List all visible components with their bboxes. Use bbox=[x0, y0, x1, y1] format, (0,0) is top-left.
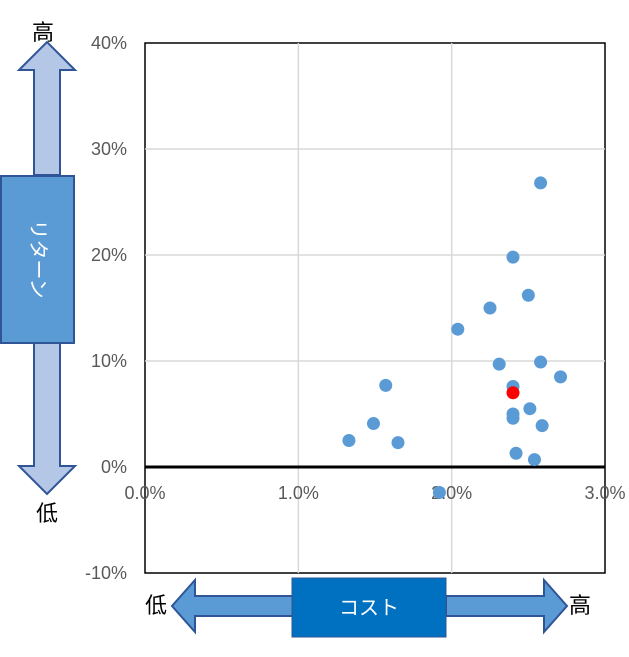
data-point bbox=[432, 485, 446, 499]
y-tick-labels: -10% 0% 10% 20% 30% 40% bbox=[85, 33, 127, 583]
data-point bbox=[523, 402, 537, 416]
right-arrow-icon bbox=[445, 577, 569, 635]
return-label: リターン bbox=[27, 220, 51, 299]
y-tick-label: -10% bbox=[85, 563, 127, 583]
data-point bbox=[483, 301, 497, 315]
data-points bbox=[342, 176, 568, 499]
return-high-label: 高 bbox=[32, 21, 54, 46]
data-point bbox=[535, 419, 549, 433]
data-point bbox=[506, 411, 520, 425]
x-tick-label: 0.0% bbox=[124, 483, 165, 503]
cost-low-label: 低 bbox=[145, 594, 167, 619]
data-point bbox=[506, 250, 520, 264]
data-point bbox=[534, 355, 548, 369]
data-point bbox=[451, 322, 465, 336]
plot-area: -10%0%10%20%30%40% 0.0% 1.0% 2.0% 3.0% bbox=[85, 33, 626, 583]
data-point bbox=[534, 176, 548, 190]
plot-border bbox=[144, 42, 606, 574]
down-arrow-icon bbox=[16, 342, 78, 496]
data-point bbox=[509, 446, 523, 460]
data-point bbox=[554, 370, 568, 384]
cost-label: コスト bbox=[339, 596, 399, 620]
data-point bbox=[366, 417, 380, 431]
data-point bbox=[527, 453, 541, 467]
data-point bbox=[492, 357, 506, 371]
return-label-box bbox=[0, 175, 75, 344]
up-arrow-icon bbox=[16, 40, 78, 176]
data-point bbox=[391, 436, 405, 450]
left-arrow-icon bbox=[170, 577, 294, 635]
y-tick-label: 10% bbox=[91, 351, 127, 371]
return-indicator: リターン 高 低 bbox=[0, 21, 78, 527]
x-tick-label: 3.0% bbox=[584, 483, 625, 503]
data-point bbox=[521, 288, 535, 302]
y-tick-label: 40% bbox=[91, 33, 127, 53]
y-tick-label: 0% bbox=[101, 457, 127, 477]
data-point bbox=[342, 434, 356, 447]
cost-indicator: コスト 低 高 bbox=[145, 577, 591, 638]
data-point bbox=[379, 378, 393, 392]
y-tick-label: 30% bbox=[91, 139, 127, 159]
x-tick-label: 1.0% bbox=[278, 483, 319, 503]
return-low-label: 低 bbox=[36, 502, 58, 527]
cost-high-label: 高 bbox=[569, 594, 591, 619]
cost-label-box bbox=[291, 577, 447, 638]
highlighted-data-point bbox=[506, 386, 520, 400]
y-tick-label: 20% bbox=[91, 245, 127, 265]
